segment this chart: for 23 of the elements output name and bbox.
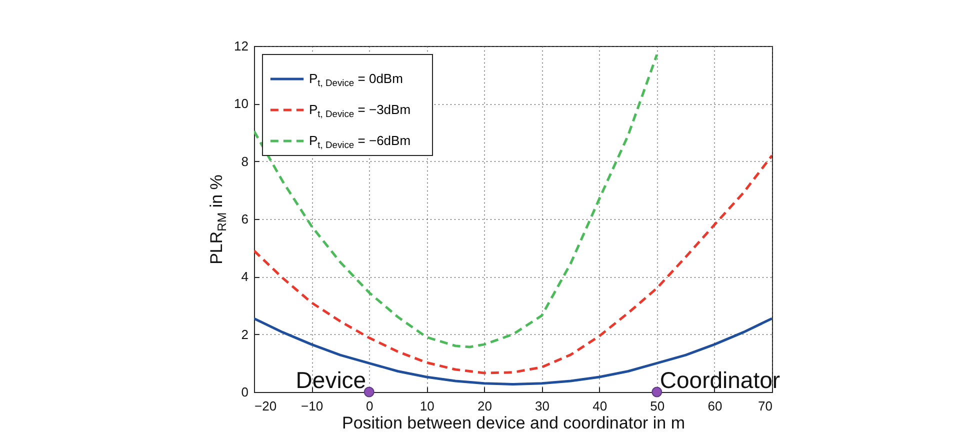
x-tick-label: 10 bbox=[420, 398, 434, 414]
y-tick-label: 8 bbox=[241, 154, 248, 169]
legend-label: P$_{t, Device}$ = −6dBm bbox=[309, 133, 411, 150]
x-tick-label: −10 bbox=[301, 398, 324, 414]
y-tick-label: 0 bbox=[241, 384, 248, 400]
x-tick-label: 60 bbox=[708, 398, 722, 414]
y-tick-label: 12 bbox=[234, 38, 248, 54]
x-tick-label: 40 bbox=[592, 398, 608, 414]
annotation: Device bbox=[296, 367, 366, 393]
x-tick-label: 70 bbox=[758, 398, 772, 414]
legend-label: P$_{t, Device}$ = 0dBm bbox=[309, 71, 403, 88]
x-axis-title: Position between device and coordinator in m bbox=[342, 414, 686, 432]
y-tick-label: 2 bbox=[241, 326, 248, 342]
x-tick-label: −20 bbox=[254, 398, 277, 414]
x-tick-label: 50 bbox=[650, 398, 665, 414]
legend-label: P$_{t, Device}$ = −3dBm bbox=[309, 102, 411, 119]
x-tick-label: 0 bbox=[366, 398, 374, 414]
x-tick-label: 30 bbox=[535, 398, 550, 414]
y-tick-label: 10 bbox=[234, 96, 248, 112]
line-series bbox=[254, 53, 658, 348]
y-tick-label: 4 bbox=[241, 269, 248, 284]
x-tick-label: 20 bbox=[477, 398, 492, 414]
y-tick-label: 6 bbox=[241, 212, 248, 226]
